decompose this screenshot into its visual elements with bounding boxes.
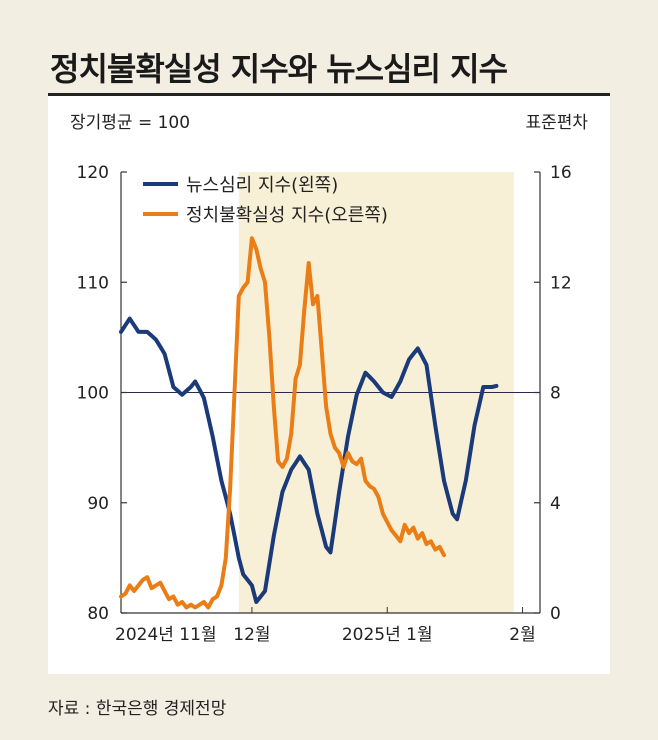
left-tick-label: 110 bbox=[77, 273, 109, 293]
right-tick-label: 0 bbox=[550, 604, 561, 624]
x-tick-label: 2월 bbox=[509, 625, 535, 645]
left-axis-unit-label: 장기평균 = 100 bbox=[70, 113, 190, 133]
left-tick-label: 80 bbox=[87, 604, 109, 624]
right-tick-label: 8 bbox=[550, 384, 561, 404]
series-political-uncertainty-line bbox=[119, 236, 446, 610]
x-tick-label: 2025년 1월 bbox=[342, 625, 433, 645]
right-tick-label: 12 bbox=[550, 273, 572, 293]
left-tick-label: 120 bbox=[77, 163, 109, 183]
title-rule bbox=[48, 93, 610, 96]
x-tick-label: 12월 bbox=[233, 625, 270, 645]
left-tick-label: 90 bbox=[87, 494, 109, 514]
x-tick-label: 2024년 11월 bbox=[115, 625, 217, 645]
legend-label: 정치불확실성 지수(오른쪽) bbox=[186, 205, 388, 226]
right-tick-label: 16 bbox=[550, 163, 572, 183]
left-tick-label: 100 bbox=[77, 384, 109, 404]
series-news-sentiment-line bbox=[119, 316, 499, 604]
source-note: 자료 : 한국은행 경제전망 bbox=[48, 699, 227, 719]
right-axis-unit-label: 표준편차 bbox=[525, 113, 588, 133]
chart-title: 정치불확실성 지수와 뉴스심리 지수 bbox=[50, 50, 508, 88]
legend-label: 뉴스심리 지수(왼쪽) bbox=[186, 175, 338, 196]
right-tick-label: 4 bbox=[550, 494, 561, 514]
